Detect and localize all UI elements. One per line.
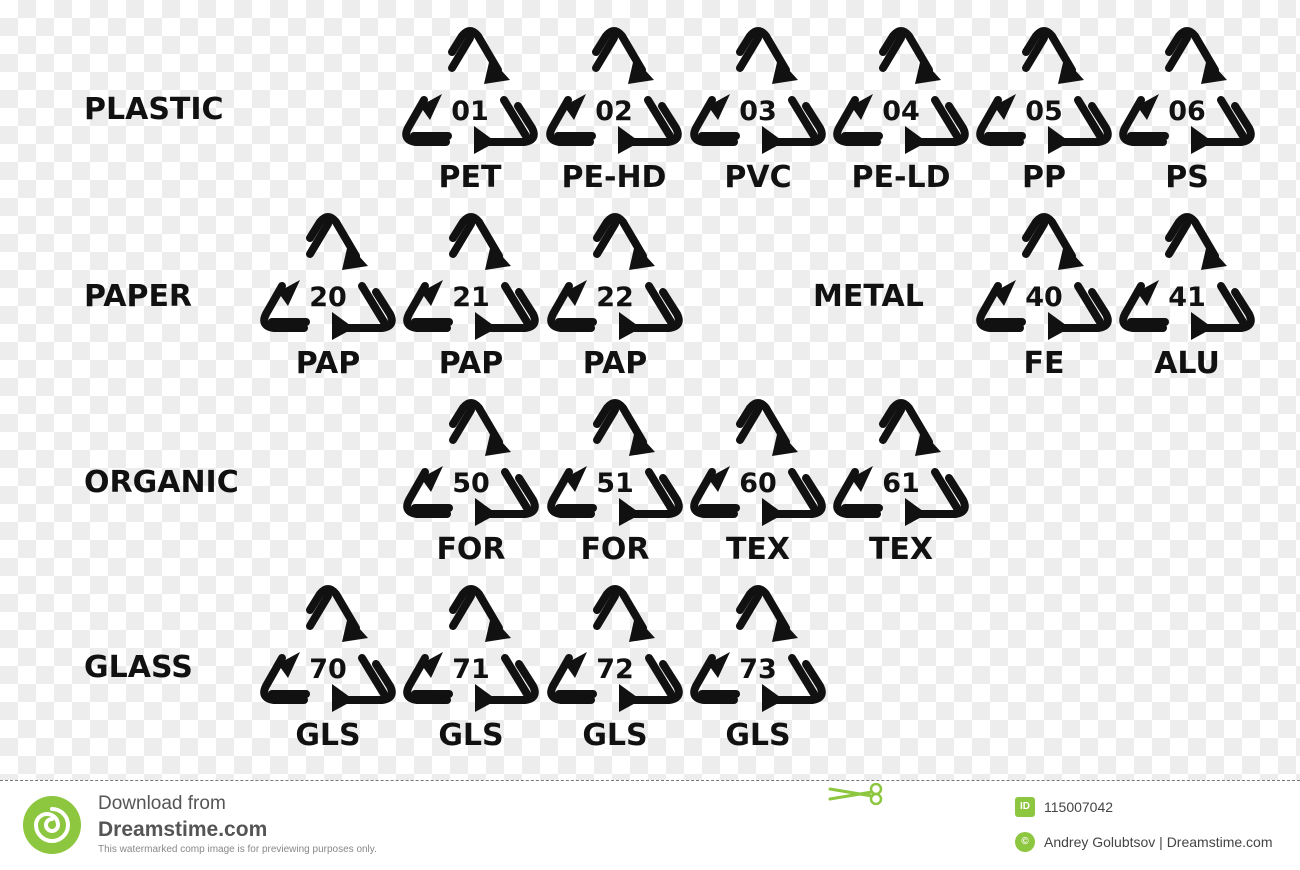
recycle-triangle-icon <box>260 585 396 712</box>
cut-line <box>0 780 1300 781</box>
material-abbreviation: PE-LD <box>851 160 951 195</box>
material-abbreviation: FOR <box>580 532 650 567</box>
resin-code: 01 <box>451 96 489 127</box>
recycle-triangle-icon <box>547 399 683 526</box>
material-abbreviation: GLS <box>438 718 504 753</box>
material-abbreviation: TEX <box>868 532 934 567</box>
image-id: 115007042 <box>1044 799 1114 815</box>
resin-code: 72 <box>596 654 634 685</box>
download-text: Download from <box>98 793 226 814</box>
resin-code: 40 <box>1025 282 1063 313</box>
recycle-triangle-icon <box>403 213 539 340</box>
resin-code: 05 <box>1025 96 1063 127</box>
material-abbreviation: PAP <box>295 346 361 381</box>
site-name[interactable]: Dreamstime.com <box>98 818 268 841</box>
category-label-glass: GLASS <box>84 650 193 685</box>
recycle-triangle-icon <box>690 399 826 526</box>
recycle-triangle-icon <box>1119 213 1255 340</box>
id-badge-icon: ID <box>1015 797 1035 817</box>
category-label-paper: PAPER <box>84 279 193 314</box>
recycle-triangle-icon <box>833 399 969 526</box>
recycle-triangle-icon <box>690 27 826 154</box>
material-abbreviation: PS <box>1165 160 1209 195</box>
resin-code: 60 <box>739 468 777 499</box>
recycle-symbol-41: 41 ALU <box>1117 213 1257 404</box>
recycle-symbol-72: 72 GLS <box>545 585 685 776</box>
material-abbreviation: PAP <box>438 346 504 381</box>
resin-code: 70 <box>309 654 347 685</box>
material-abbreviation: PVC <box>724 160 792 195</box>
category-label-organic: ORGANIC <box>84 465 239 500</box>
recycle-symbol-03: 03 PVC <box>688 27 828 218</box>
recycle-symbol-61: 61 TEX <box>831 399 971 590</box>
resin-code: 20 <box>309 282 347 313</box>
recycle-symbol-40: 40 FE <box>974 213 1114 404</box>
recycle-triangle-icon <box>547 585 683 712</box>
resin-code: 71 <box>452 654 490 685</box>
recycle-triangle-icon <box>690 585 826 712</box>
copyright-badge-icon: © <box>1015 832 1035 852</box>
recycle-symbol-20: 20 PAP <box>258 213 398 404</box>
recycle-triangle-icon <box>1119 27 1255 154</box>
recycle-triangle-icon <box>403 585 539 712</box>
recycle-triangle-icon <box>546 27 682 154</box>
recycle-symbol-02: 02 PE-HD <box>544 27 684 218</box>
recycle-symbol-01: 01 PET <box>400 27 540 218</box>
resin-code: 61 <box>882 468 920 499</box>
recycle-symbol-04: 04 PE-LD <box>831 27 971 218</box>
resin-code: 06 <box>1168 96 1206 127</box>
resin-code: 02 <box>595 96 633 127</box>
resin-code: 73 <box>739 654 777 685</box>
material-abbreviation: FE <box>1023 346 1065 381</box>
recycle-symbol-71: 71 GLS <box>401 585 541 776</box>
material-abbreviation: GLS <box>582 718 648 753</box>
material-abbreviation: PAP <box>582 346 648 381</box>
dreamstime-logo-icon <box>23 796 81 854</box>
resin-code: 50 <box>452 468 490 499</box>
recycle-symbol-51: 51 FOR <box>545 399 685 590</box>
recycle-symbol-21: 21 PAP <box>401 213 541 404</box>
transparency-checkerboard <box>0 0 1300 780</box>
recycle-symbol-60: 60 TEX <box>688 399 828 590</box>
resin-code: 41 <box>1168 282 1206 313</box>
recycle-triangle-icon <box>403 399 539 526</box>
material-abbreviation: ALU <box>1154 346 1220 381</box>
recycle-symbol-06: 06 PS <box>1117 27 1257 218</box>
material-abbreviation: PP <box>1022 160 1066 195</box>
resin-code: 51 <box>596 468 634 499</box>
watermark-disclaimer: This watermarked comp image is for previ… <box>98 844 377 855</box>
category-label-metal: METAL <box>813 279 924 314</box>
category-label-plastic: PLASTIC <box>84 92 224 127</box>
recycle-symbol-22: 22 PAP <box>545 213 685 404</box>
watermark-footer: Download from Dreamstime.com This waterm… <box>0 781 1300 870</box>
material-abbreviation: PET <box>438 160 502 195</box>
resin-code: 22 <box>596 282 634 313</box>
material-abbreviation: GLS <box>295 718 361 753</box>
recycle-symbol-73: 73 GLS <box>688 585 828 776</box>
resin-code: 04 <box>882 96 920 127</box>
author-credit: Andrey Golubtsov | Dreamstime.com <box>1044 834 1273 850</box>
recycle-triangle-icon <box>547 213 683 340</box>
recycle-triangle-icon <box>976 27 1112 154</box>
recycle-triangle-icon <box>260 213 396 340</box>
resin-code: 21 <box>452 282 490 313</box>
recycle-symbol-05: 05 PP <box>974 27 1114 218</box>
scissors-icon <box>828 783 883 805</box>
recycle-triangle-icon <box>402 27 538 154</box>
material-abbreviation: GLS <box>725 718 791 753</box>
recycle-triangle-icon <box>833 27 969 154</box>
resin-code: 03 <box>739 96 777 127</box>
material-abbreviation: PE-HD <box>561 160 667 195</box>
recycle-triangle-icon <box>976 213 1112 340</box>
recycle-symbol-70: 70 GLS <box>258 585 398 776</box>
material-abbreviation: FOR <box>436 532 506 567</box>
recycle-symbol-50: 50 FOR <box>401 399 541 590</box>
material-abbreviation: TEX <box>725 532 791 567</box>
